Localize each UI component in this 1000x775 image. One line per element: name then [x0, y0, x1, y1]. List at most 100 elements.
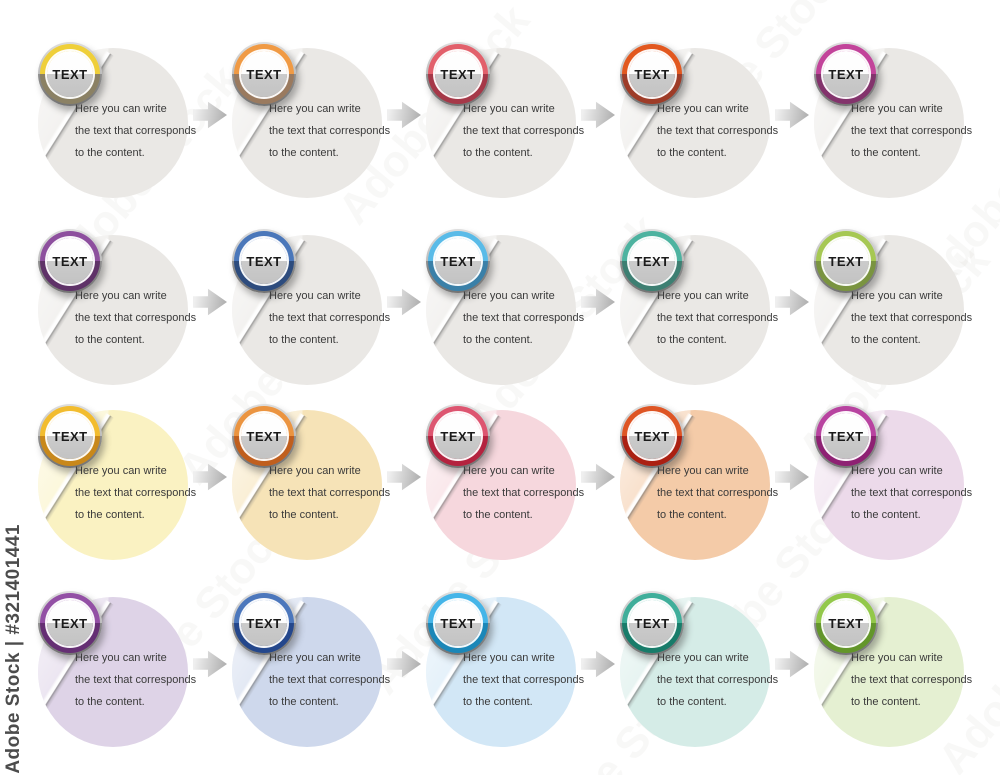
description-line: Here you can write [657, 290, 749, 302]
description-line: to the content. [657, 696, 727, 708]
description-line: Here you can write [269, 652, 361, 664]
infographic-item-row2-col2: TEXT Here you can write the text that co… [232, 229, 422, 395]
description-text: Here you can write the text that corresp… [657, 285, 778, 351]
description-line: to the content. [851, 147, 921, 159]
badge-inner-disc: TEXT [629, 600, 675, 646]
step-badge: TEXT [38, 229, 102, 293]
description-line: the text that corresponds [75, 487, 197, 499]
step-badge: TEXT [814, 42, 878, 106]
description-line: Here you can write [75, 652, 167, 664]
infographic-item-row1-col2: TEXT Here you can write the text that co… [232, 42, 422, 208]
description-line: the text that corresponds [269, 674, 391, 686]
badge-inner-disc: TEXT [435, 413, 481, 459]
description-text: Here you can write the text that corresp… [851, 647, 972, 713]
step-badge: TEXT [426, 42, 490, 106]
step-badge: TEXT [620, 229, 684, 293]
step-badge: TEXT [38, 591, 102, 655]
description-text: Here you can write the text that corresp… [851, 98, 972, 164]
badge-label: TEXT [246, 253, 282, 269]
badge-inner-disc: TEXT [47, 600, 93, 646]
badge-label: TEXT [246, 428, 282, 444]
infographic-item-row4-col2: TEXT Here you can write the text that co… [232, 591, 422, 757]
description-text: Here you can write the text that corresp… [851, 285, 972, 351]
infographic-item-row3-col3: TEXT Here you can write the text that co… [426, 404, 616, 570]
stock-id-watermark: Adobe Stock | #321401441 [3, 524, 24, 774]
description-line: to the content. [75, 147, 145, 159]
description-line: the text that corresponds [269, 312, 391, 324]
badge-inner-disc: TEXT [629, 51, 675, 97]
description-line: Here you can write [269, 103, 361, 115]
description-line: to the content. [269, 509, 339, 521]
badge-label: TEXT [246, 615, 282, 631]
badge-inner-disc: TEXT [629, 238, 675, 284]
description-text: Here you can write the text that corresp… [75, 647, 196, 713]
description-text: Here you can write the text that corresp… [75, 98, 196, 164]
badge-inner-disc: TEXT [241, 51, 287, 97]
badge-color-ring: TEXT [428, 44, 488, 104]
badge-color-ring: TEXT [40, 406, 100, 466]
badge-inner-disc: TEXT [823, 600, 869, 646]
badge-label: TEXT [52, 253, 88, 269]
description-line: to the content. [851, 509, 921, 521]
badge-color-ring: TEXT [622, 593, 682, 653]
step-badge: TEXT [232, 591, 296, 655]
infographic-item-row4-col3: TEXT Here you can write the text that co… [426, 591, 616, 757]
step-badge: TEXT [38, 42, 102, 106]
description-line: the text that corresponds [657, 487, 779, 499]
description-text: Here you can write the text that corresp… [463, 647, 584, 713]
description-line: to the content. [463, 696, 533, 708]
infographic-item-row3-col4: TEXT Here you can write the text that co… [620, 404, 810, 570]
description-line: Here you can write [75, 103, 167, 115]
badge-color-ring: TEXT [40, 593, 100, 653]
badge-color-ring: TEXT [622, 231, 682, 291]
infographic-item-row1-col3: TEXT Here you can write the text that co… [426, 42, 616, 208]
description-text: Here you can write the text that corresp… [269, 285, 390, 351]
infographic-item-row2-col5: TEXT Here you can write the text that co… [814, 229, 1000, 395]
step-badge: TEXT [814, 229, 878, 293]
description-line: Here you can write [75, 465, 167, 477]
infographic-item-row1-col4: TEXT Here you can write the text that co… [620, 42, 810, 208]
step-badge: TEXT [814, 404, 878, 468]
description-line: to the content. [463, 334, 533, 346]
badge-label: TEXT [52, 615, 88, 631]
badge-label: TEXT [52, 428, 88, 444]
description-line: to the content. [269, 334, 339, 346]
description-line: to the content. [851, 334, 921, 346]
badge-inner-disc: TEXT [241, 600, 287, 646]
step-badge: TEXT [232, 42, 296, 106]
badge-color-ring: TEXT [428, 231, 488, 291]
description-text: Here you can write the text that corresp… [463, 98, 584, 164]
infographic-item-row4-col4: TEXT Here you can write the text that co… [620, 591, 810, 757]
infographic-item-row2-col1: TEXT Here you can write the text that co… [38, 229, 228, 395]
badge-label: TEXT [634, 253, 670, 269]
description-line: Here you can write [75, 290, 167, 302]
infographic-item-row2-col3: TEXT Here you can write the text that co… [426, 229, 616, 395]
step-badge: TEXT [814, 591, 878, 655]
description-line: the text that corresponds [75, 125, 197, 137]
description-line: Here you can write [269, 290, 361, 302]
infographic-item-row3-col2: TEXT Here you can write the text that co… [232, 404, 422, 570]
infographic-item-row4-col5: TEXT Here you can write the text that co… [814, 591, 1000, 757]
description-line: the text that corresponds [851, 125, 973, 137]
description-text: Here you can write the text that corresp… [463, 460, 584, 526]
badge-label: TEXT [52, 66, 88, 82]
description-line: Here you can write [851, 652, 943, 664]
badge-color-ring: TEXT [40, 231, 100, 291]
infographic-item-row3-col5: TEXT Here you can write the text that co… [814, 404, 1000, 570]
badge-color-ring: TEXT [816, 593, 876, 653]
badge-color-ring: TEXT [234, 44, 294, 104]
infographic-item-row1-col5: TEXT Here you can write the text that co… [814, 42, 1000, 208]
description-line: the text that corresponds [463, 487, 585, 499]
badge-inner-disc: TEXT [47, 238, 93, 284]
description-line: Here you can write [851, 290, 943, 302]
badge-color-ring: TEXT [622, 406, 682, 466]
description-text: Here you can write the text that corresp… [851, 460, 972, 526]
step-badge: TEXT [426, 591, 490, 655]
badge-color-ring: TEXT [234, 406, 294, 466]
description-line: Here you can write [851, 103, 943, 115]
description-line: Here you can write [851, 465, 943, 477]
badge-inner-disc: TEXT [241, 238, 287, 284]
description-text: Here you can write the text that corresp… [269, 98, 390, 164]
badge-label: TEXT [828, 428, 864, 444]
